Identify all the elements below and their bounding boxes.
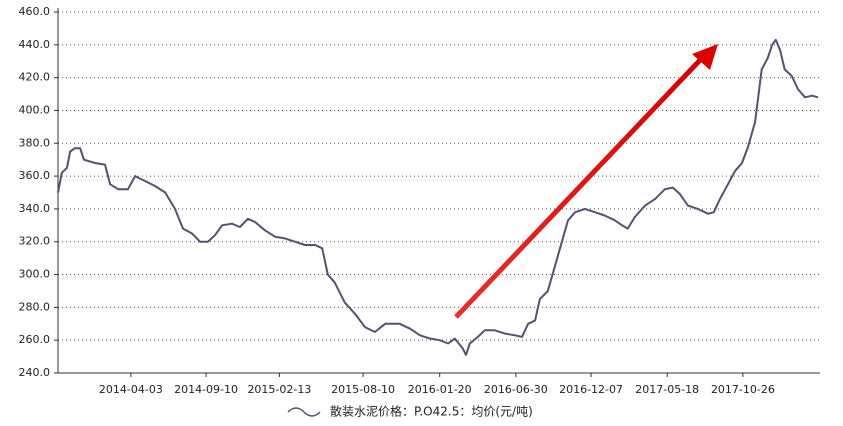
legend-label: 散装水泥价格：P.O42.5：均价(元/吨) bbox=[330, 404, 533, 419]
y-tick-label: 240.0 bbox=[19, 366, 51, 379]
x-tick-label: 2014-09-10 bbox=[174, 383, 238, 396]
legend: 散装水泥价格：P.O42.5：均价(元/吨) bbox=[287, 404, 533, 419]
y-tick-label: 440.0 bbox=[19, 38, 51, 51]
x-tick-label: 2017-05-18 bbox=[635, 383, 699, 396]
y-tick-label: 300.0 bbox=[19, 268, 51, 281]
x-tick-label: 2016-12-07 bbox=[559, 383, 623, 396]
y-tick-label: 260.0 bbox=[19, 333, 51, 346]
y-tick-label: 280.0 bbox=[19, 300, 51, 313]
legend-swatch bbox=[287, 407, 321, 417]
y-tick-label: 360.0 bbox=[19, 169, 51, 182]
arrow-shaft bbox=[454, 56, 704, 319]
arrow-head bbox=[692, 44, 718, 70]
y-tick-label: 460.0 bbox=[19, 5, 51, 18]
x-tick-label: 2016-01-20 bbox=[408, 383, 472, 396]
annotation-arrow bbox=[454, 44, 718, 319]
y-tick-label: 380.0 bbox=[19, 136, 51, 149]
x-tick-label: 2014-04-03 bbox=[99, 383, 163, 396]
series-line bbox=[57, 38, 819, 356]
plot-area: 240.0 260.0 280.0 300.0 320.0 340.0 360.0 380.0… bbox=[19, 5, 820, 396]
y-tick-label: 340.0 bbox=[19, 202, 51, 215]
x-tick-label: 2017-10-26 bbox=[711, 383, 775, 396]
y-tick-label: 320.0 bbox=[19, 235, 51, 248]
x-tick-label: 2016-06-30 bbox=[484, 383, 548, 396]
x-tick-label: 2015-02-13 bbox=[247, 383, 311, 396]
y-tick-label: 420.0 bbox=[19, 71, 51, 84]
y-tick-label: 400.0 bbox=[19, 103, 51, 116]
x-tick-label: 2015-08-10 bbox=[331, 383, 395, 396]
